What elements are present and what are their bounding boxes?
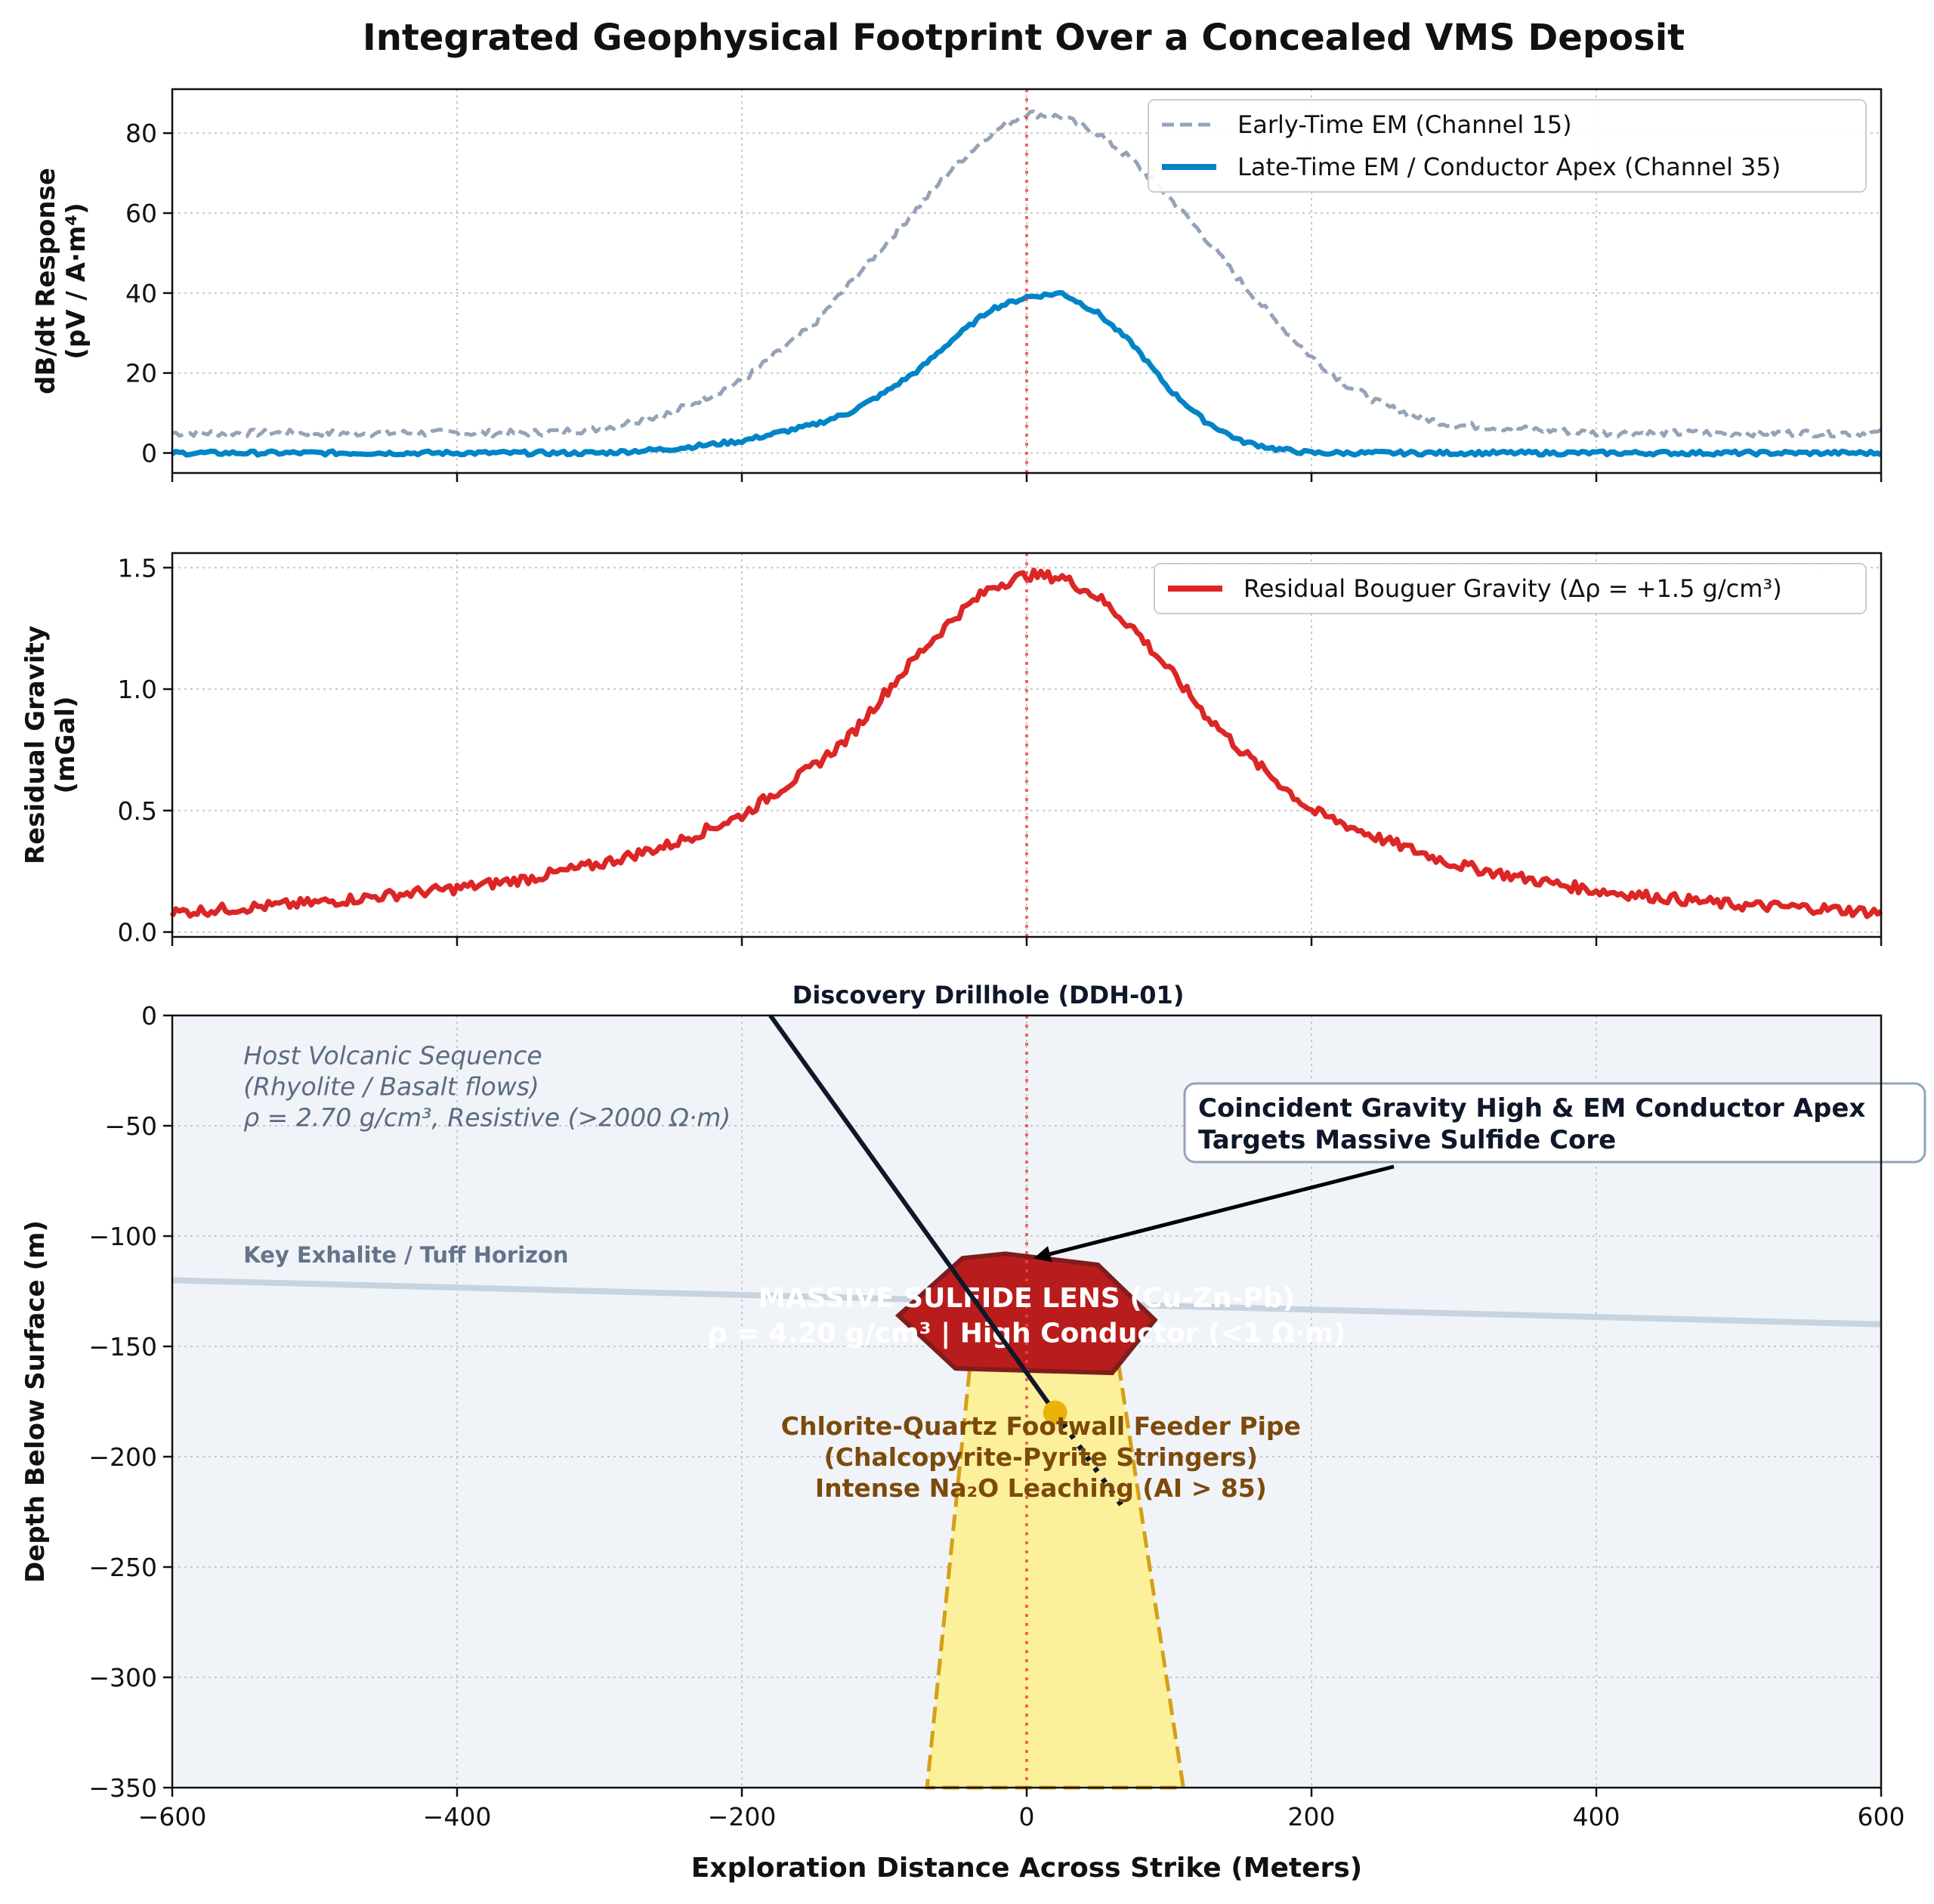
x-axis-label: Exploration Distance Across Strike (Mete…: [691, 1853, 1362, 1884]
host-label-line2: (Rhyolite / Basalt flows): [243, 1071, 539, 1101]
y-tick-label: 1.5: [118, 553, 157, 583]
x-tick-label: 400: [1573, 1802, 1620, 1831]
y-tick-label: 0.0: [118, 918, 157, 947]
host-label: Host Volcanic Sequence (Rhyolite / Basal…: [243, 1041, 731, 1133]
y-tick-label: −250: [88, 1553, 157, 1582]
host-label-line3: ρ = 2.70 g/cm³, Resistive (>2000 Ω·m): [243, 1102, 731, 1132]
callout-line2: Targets Massive Sulfide Core: [1198, 1125, 1616, 1155]
callout-box: [1183, 1082, 1926, 1164]
em-x-ticks: [171, 473, 1883, 482]
x-tick-label: −600: [138, 1802, 207, 1831]
host-label-line1: Host Volcanic Sequence: [243, 1041, 542, 1071]
feeder-label-line1: Chlorite-Quartz Footwall Feeder Pipe: [781, 1411, 1301, 1441]
y-tick-label: 80: [125, 119, 157, 148]
em-series: [171, 89, 1883, 473]
em-y-ticks: 0 20 40 60 80: [125, 119, 172, 468]
gravity-ylabel: Residual Gravity: [20, 626, 51, 864]
gravity-legend: Residual Bouguer Gravity (Δρ = +1.5 g/cm…: [1154, 563, 1867, 614]
section-x-ticks: −600 −400 −200 0 200 400 600: [138, 1788, 1905, 1831]
em-legend-frame: [1148, 99, 1867, 193]
callout-arrowhead: [1033, 1246, 1052, 1263]
y-tick-label: 0: [141, 439, 157, 468]
em-legend-label-early: Early-Time EM (Channel 15): [1237, 110, 1572, 139]
drillhole-trace: [768, 1014, 1058, 1414]
y-tick-label: −50: [104, 1111, 157, 1141]
y-tick-label: −100: [88, 1222, 157, 1251]
x-tick-label: 200: [1288, 1802, 1336, 1831]
y-tick-label: 40: [125, 279, 157, 308]
gravity-legend-label: Residual Bouguer Gravity (Δρ = +1.5 g/cm…: [1244, 574, 1782, 603]
lens-label: MASSIVE SULFIDE LENS (Cu-Zn-Pb) ρ = 4.20…: [708, 1283, 1346, 1349]
em-panel: 0 20 40 60 80 dB/dt Response (pV / A·m⁴) Ear…: [31, 88, 1883, 482]
y-tick-label: 0: [141, 1001, 157, 1031]
y-tick-label: 1.0: [118, 675, 157, 704]
em-ylabel-units: (pV / A·m⁴): [61, 202, 91, 359]
lens-label-line2: ρ = 4.20 g/cm³ | High Conductor (<1 Ω·m): [708, 1318, 1346, 1349]
series-line-2: [171, 290, 1883, 458]
em-ylabel: dB/dt Response: [31, 168, 61, 394]
feeder-label-line2: (Chalcopyrite-Pyrite Stringers): [824, 1442, 1258, 1472]
feeder-label-line3: Intense Na₂O Leaching (AI > 85): [815, 1473, 1267, 1503]
drillhole-label: Discovery Drillhole (DDH-01): [792, 981, 1185, 1009]
y-tick-label: 20: [125, 359, 157, 388]
figure-title: Integrated Geophysical Footprint Over a …: [363, 17, 1685, 59]
gravity-series: [169, 553, 1883, 937]
lens-label-line1: MASSIVE SULFIDE LENS (Cu-Zn-Pb): [758, 1283, 1295, 1314]
y-tick-label: −300: [88, 1663, 157, 1692]
section-ylabel: Depth Below Surface (m): [20, 1220, 51, 1583]
gravity-panel: 0.0 0.5 1.0 1.5 Residual Gravity (mGal) Res…: [20, 552, 1883, 947]
series-line-1: [171, 110, 1883, 439]
section-y-ticks: 0 −50 −100 −150 −200 −250 −300 −350: [88, 1001, 172, 1803]
y-tick-label: −350: [88, 1773, 157, 1803]
gravity-x-ticks: [171, 937, 1883, 946]
horizon-label: Key Exhalite / Tuff Horizon: [243, 1242, 568, 1268]
x-tick-label: 600: [1858, 1802, 1905, 1831]
gravity-legend-frame: [1154, 563, 1867, 614]
y-tick-label: −150: [88, 1332, 157, 1362]
em-legend-label-late: Late-Time EM / Conductor Apex (Channel 3…: [1237, 153, 1781, 181]
gravity-y-ticks: 0.0 0.5 1.0 1.5: [118, 553, 172, 947]
x-tick-label: 0: [1019, 1802, 1035, 1831]
y-tick-label: 60: [125, 199, 157, 228]
gravity-ylabel-units: (mGal): [51, 696, 81, 793]
section-panel: MASSIVE SULFIDE LENS (Cu-Zn-Pb) ρ = 4.20…: [20, 981, 1926, 1884]
x-tick-label: −200: [708, 1802, 777, 1831]
y-tick-label: 0.5: [118, 796, 157, 826]
drillhole-intercept: [1043, 1400, 1067, 1425]
em-legend: Early-Time EM (Channel 15) Late-Time EM …: [1148, 99, 1867, 193]
callout: Coincident Gravity High & EM Conductor A…: [1033, 1082, 1926, 1263]
callout-line1: Coincident Gravity High & EM Conductor A…: [1198, 1093, 1865, 1124]
feeder-label: Chlorite-Quartz Footwall Feeder Pipe (Ch…: [781, 1411, 1301, 1503]
x-tick-label: −400: [423, 1802, 492, 1831]
series-line-1: [169, 567, 1883, 920]
callout-arrow: [1049, 1164, 1395, 1256]
y-tick-label: −200: [88, 1442, 157, 1472]
